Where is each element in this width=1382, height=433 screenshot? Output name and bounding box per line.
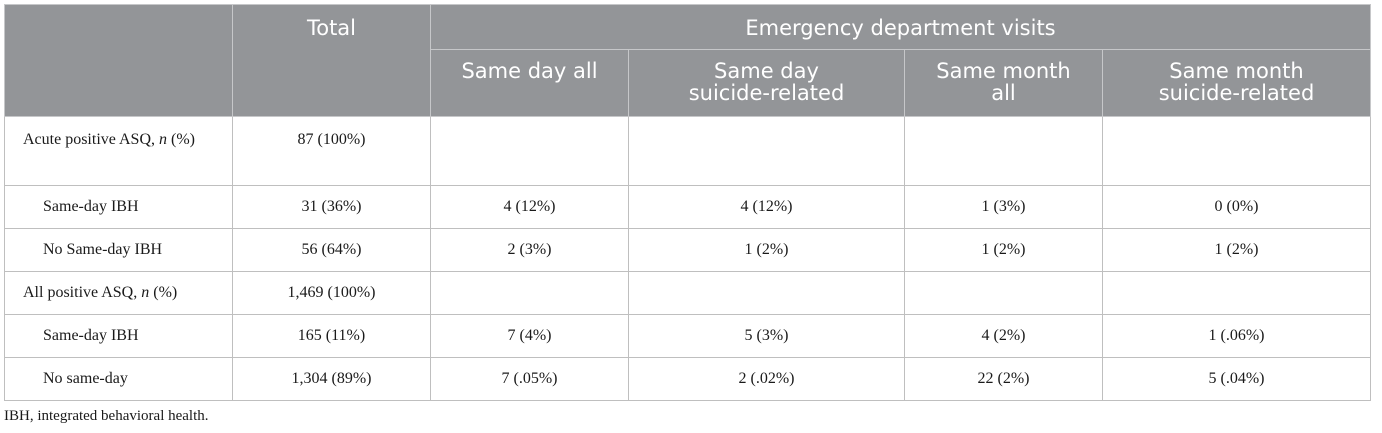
row-label: Acute positive ASQ, n (%) xyxy=(4,116,233,186)
row-label: Same-day IBH xyxy=(4,314,233,358)
table-row: Acute positive ASQ, n (%) 87 (100%) xyxy=(4,116,1371,186)
cell-same-month-all: 1 (2%) xyxy=(904,228,1103,272)
cell-same-month-all xyxy=(904,271,1103,315)
cell-same-day-all: 2 (3%) xyxy=(430,228,629,272)
cell-total: 1,304 (89%) xyxy=(232,357,431,401)
cell-same-month-all: 22 (2%) xyxy=(904,357,1103,401)
cell-same-month-suicide: 1 (.06%) xyxy=(1102,314,1371,358)
cell-same-day-all: 7 (.05%) xyxy=(430,357,629,401)
table-row: No same-day 1,304 (89%) 7 (.05%) 2 (.02%… xyxy=(4,357,1371,401)
cell-same-day-all: 4 (12%) xyxy=(430,185,629,229)
cell-same-month-all xyxy=(904,116,1103,186)
table-row: No Same-day IBH 56 (64%) 2 (3%) 1 (2%) 1… xyxy=(4,228,1371,272)
cell-same-day-suicide: 1 (2%) xyxy=(628,228,905,272)
header-row-2: Same day all Same day suicide-related Sam… xyxy=(5,49,1371,117)
cell-same-day-suicide: 4 (12%) xyxy=(628,185,905,229)
row-label: Same-day IBH xyxy=(4,185,233,229)
cell-total: 87 (100%) xyxy=(232,116,431,186)
cell-same-day-all: 7 (4%) xyxy=(430,314,629,358)
table-row: Same-day IBH 31 (36%) 4 (12%) 4 (12%) 1 … xyxy=(4,185,1371,229)
cell-total: 56 (64%) xyxy=(232,228,431,272)
cell-same-day-all xyxy=(430,116,629,186)
header-empty-cell xyxy=(4,4,233,117)
header-row-1: Total Emergency department visits xyxy=(4,4,1371,117)
cell-same-day-suicide xyxy=(628,271,905,315)
cell-total: 165 (11%) xyxy=(232,314,431,358)
cell-same-month-suicide: 1 (2%) xyxy=(1102,228,1371,272)
row-label: No Same-day IBH xyxy=(4,228,233,272)
cell-same-month-all: 4 (2%) xyxy=(904,314,1103,358)
cell-total: 1,469 (100%) xyxy=(232,271,431,315)
cell-same-month-suicide xyxy=(1102,116,1371,186)
header-same-day-all: Same day all xyxy=(430,49,629,117)
row-label: No same-day xyxy=(4,357,233,401)
cell-same-day-suicide: 2 (.02%) xyxy=(628,357,905,401)
results-table: Total Emergency department visits Same d… xyxy=(4,4,1371,401)
cell-total: 31 (36%) xyxy=(232,185,431,229)
cell-same-month-suicide xyxy=(1102,271,1371,315)
header-ed-visits: Emergency department visits xyxy=(430,4,1371,50)
row-label: All positive ASQ, n (%) xyxy=(4,271,233,315)
header-same-month-all: Same month all xyxy=(904,49,1103,117)
header-total: Total xyxy=(232,4,431,117)
table-footnote: IBH, integrated behavioral health. xyxy=(4,408,209,424)
cell-same-day-suicide: 5 (3%) xyxy=(628,314,905,358)
cell-same-month-suicide: 0 (0%) xyxy=(1102,185,1371,229)
table-row: All positive ASQ, n (%) 1,469 (100%) xyxy=(4,271,1371,315)
header-same-day-suicide: Same day suicide-related xyxy=(628,49,905,117)
table-row: Same-day IBH 165 (11%) 7 (4%) 5 (3%) 4 (… xyxy=(4,314,1371,358)
cell-same-day-suicide xyxy=(628,116,905,186)
header-same-month-suicide: Same month suicide-related xyxy=(1102,49,1371,117)
cell-same-month-all: 1 (3%) xyxy=(904,185,1103,229)
cell-same-day-all xyxy=(430,271,629,315)
cell-same-month-suicide: 5 (.04%) xyxy=(1102,357,1371,401)
